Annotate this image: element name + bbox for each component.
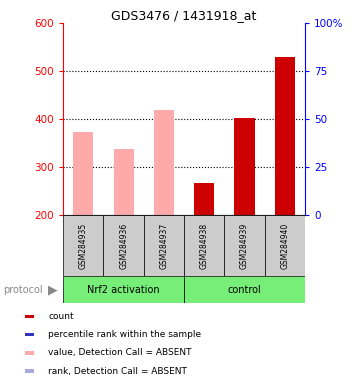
Bar (194, 183, 214, 215)
Bar (104, 215, 144, 276)
Text: Nrf2 activation: Nrf2 activation (87, 285, 160, 295)
Text: GSM284940: GSM284940 (280, 223, 290, 269)
Text: GSM284937: GSM284937 (160, 223, 169, 269)
Bar (63, 276, 184, 303)
Text: value, Detection Call = ABSENT: value, Detection Call = ABSENT (48, 348, 192, 357)
Bar (25, 351, 34, 354)
Text: GSM284939: GSM284939 (240, 223, 249, 269)
Bar (63, 215, 104, 276)
Text: rank, Detection Call = ABSENT: rank, Detection Call = ABSENT (48, 367, 187, 376)
Text: count: count (48, 312, 74, 321)
Bar (265, 215, 305, 276)
Bar (184, 276, 305, 303)
Bar (114, 149, 134, 215)
Text: percentile rank within the sample: percentile rank within the sample (48, 330, 201, 339)
Text: GSM284938: GSM284938 (200, 223, 209, 269)
Bar (73, 132, 93, 215)
Bar (25, 333, 34, 336)
Bar (25, 369, 34, 373)
Text: protocol: protocol (4, 285, 43, 295)
Text: control: control (228, 285, 261, 295)
Bar (235, 118, 255, 215)
Text: GSM284936: GSM284936 (119, 223, 128, 269)
Title: GDS3476 / 1431918_at: GDS3476 / 1431918_at (112, 9, 257, 22)
Bar (25, 314, 34, 318)
Bar (275, 56, 295, 215)
Bar (144, 215, 184, 276)
Bar (154, 111, 174, 215)
Text: GSM284935: GSM284935 (79, 223, 88, 269)
Bar (184, 215, 225, 276)
Bar (225, 215, 265, 276)
Text: ▶: ▶ (48, 283, 57, 296)
